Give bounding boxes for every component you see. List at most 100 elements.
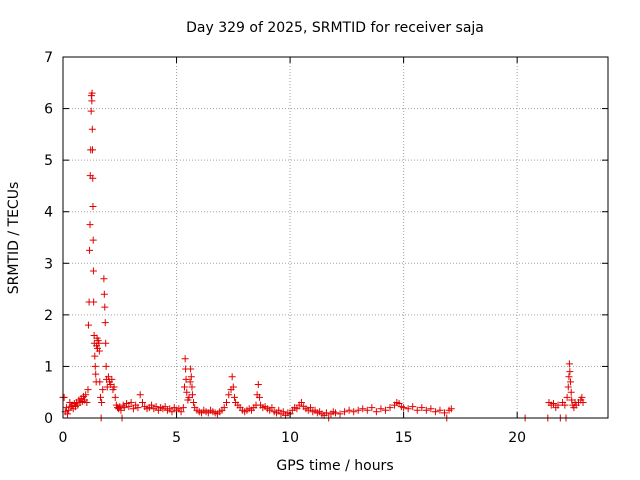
data-point (422, 406, 430, 414)
data-point (161, 403, 169, 411)
y-tick-label: 0 (44, 411, 53, 427)
data-point (92, 370, 100, 378)
data-point (255, 393, 263, 401)
data-point (404, 405, 412, 413)
data-point (89, 236, 97, 244)
data-point (359, 405, 367, 413)
data-point (275, 406, 283, 414)
axis-ticks (62, 56, 608, 419)
data-point (89, 267, 97, 275)
data-point (100, 275, 108, 283)
data-point (293, 405, 301, 413)
data-point (180, 383, 188, 391)
data-point (148, 401, 156, 409)
data-point (190, 399, 198, 407)
data-point (350, 408, 358, 416)
data-point (268, 404, 276, 412)
data-point (182, 375, 190, 383)
data-point (88, 97, 96, 105)
data-point (567, 378, 575, 386)
data-point (89, 146, 97, 154)
data-point (89, 203, 97, 211)
data-point (431, 408, 439, 416)
grid-lines (63, 57, 608, 418)
data-point (111, 393, 119, 401)
data-point (447, 405, 455, 413)
data-point (354, 406, 362, 414)
y-tick-label: 2 (44, 308, 53, 324)
data-point (565, 360, 573, 368)
data-point (307, 404, 315, 412)
data-point (578, 393, 586, 401)
data-point (554, 401, 562, 409)
data-point (120, 404, 128, 412)
data-point (179, 404, 187, 412)
data-point (91, 352, 99, 360)
data-point (152, 403, 160, 411)
data-point (86, 221, 94, 229)
x-tick-label: 20 (508, 430, 526, 446)
data-point (254, 380, 262, 388)
data-point (96, 393, 104, 401)
data-point (368, 404, 376, 412)
data-point (186, 378, 194, 386)
data-point (341, 408, 349, 416)
data-point (363, 406, 371, 414)
data-point (279, 408, 287, 416)
data-point (229, 383, 237, 391)
data-point (88, 125, 96, 133)
data-point (567, 388, 575, 396)
data-point (84, 386, 92, 394)
data-point (99, 386, 107, 394)
data-point (230, 393, 238, 401)
plot-frame (62, 56, 609, 419)
data-point (561, 401, 569, 409)
data-point (65, 406, 73, 414)
data-point (83, 399, 91, 407)
data-point (88, 89, 96, 97)
x-tick-label: 0 (59, 430, 68, 446)
data-point (418, 404, 426, 412)
data-point (168, 408, 176, 416)
data-point (87, 107, 95, 115)
data-point (110, 383, 118, 391)
data-point (332, 409, 339, 417)
data-point (377, 405, 385, 413)
data-point (98, 399, 106, 407)
data-point (566, 368, 574, 376)
data-point (322, 409, 330, 417)
data-point (91, 362, 99, 370)
data-point (60, 393, 68, 401)
data-point (188, 391, 196, 399)
data-point (550, 400, 557, 408)
data-point (345, 406, 353, 414)
data-point (220, 404, 228, 412)
data-points (59, 89, 587, 422)
data-point (188, 383, 196, 391)
x-tick-label: 15 (395, 430, 413, 446)
data-point (108, 375, 116, 383)
x-tick-label: 5 (172, 430, 181, 446)
data-point (136, 391, 144, 399)
data-point (183, 388, 191, 396)
data-point (129, 405, 137, 413)
data-point (427, 405, 435, 413)
y-tick-label: 4 (44, 205, 53, 221)
data-point (381, 406, 389, 414)
data-point (95, 347, 103, 355)
y-tick-label: 3 (44, 256, 53, 272)
data-point (187, 365, 195, 373)
data-point (102, 339, 110, 347)
data-point (563, 393, 571, 401)
y-tick-labels: 0 1 2 3 4 5 6 7 (44, 50, 53, 427)
data-point (336, 410, 344, 418)
data-point (225, 391, 233, 399)
data-point (64, 410, 72, 418)
data-point (95, 339, 103, 347)
data-point (86, 246, 94, 254)
data-point (89, 174, 97, 182)
chart-title: Day 329 of 2025, SRMTID for receiver saj… (186, 20, 484, 36)
data-point (413, 406, 421, 414)
data-point (177, 408, 185, 416)
